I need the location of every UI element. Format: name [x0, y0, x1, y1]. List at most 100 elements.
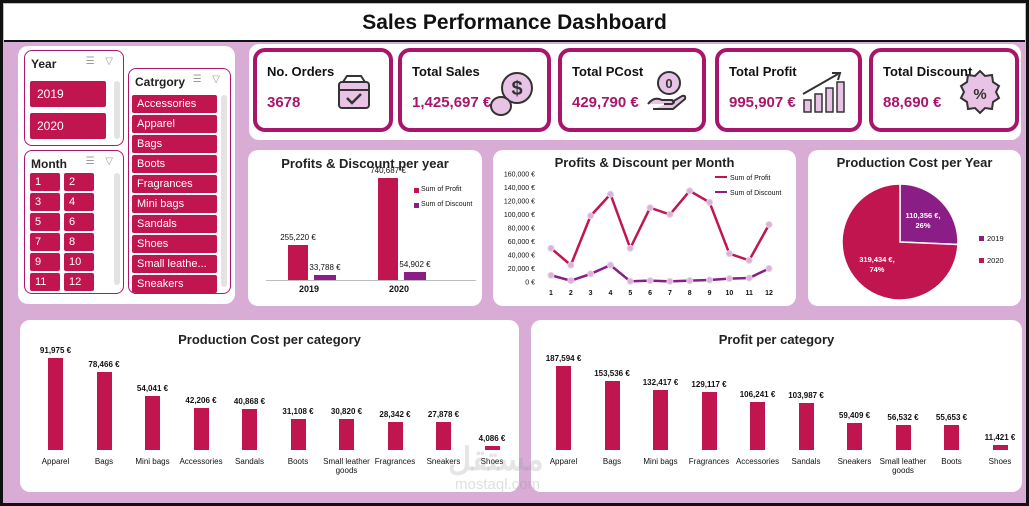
kpi-card: No. Orders 3678	[253, 48, 393, 132]
month-item[interactable]: 11	[30, 273, 60, 291]
chart-title: Production Cost per category	[178, 332, 361, 347]
data-point	[725, 250, 733, 258]
month-scrollbar[interactable]	[114, 173, 120, 285]
data-label: 56,532 €	[887, 412, 919, 422]
pie-chart: 110,356 €,26% 2019 319,434 €,74% 2020	[841, 183, 1004, 301]
category-item[interactable]: Bags	[132, 135, 217, 153]
month-item[interactable]: 3	[30, 193, 60, 211]
data-point	[646, 277, 654, 285]
month-item[interactable]: 1	[30, 173, 60, 191]
kpi-label: Total Profit	[729, 64, 797, 79]
data-point	[567, 261, 575, 269]
category-item[interactable]: Shoes	[132, 235, 217, 253]
production-cost-category-panel: Production Cost per category 91,975 € App…	[20, 320, 519, 492]
data-label: 132,417 €	[642, 378, 679, 388]
category-item[interactable]: Small leathe...	[132, 255, 217, 273]
category-label: Bags	[602, 457, 622, 466]
category-item[interactable]: Apparel	[132, 115, 217, 133]
bar	[48, 358, 63, 450]
month-item[interactable]: 9	[30, 253, 60, 271]
category-label: Sandals	[791, 457, 821, 466]
category-label: Small leather goods	[323, 457, 370, 475]
slicer-panel: Year ☰ ▽ 2019 2020 Month ☰ ▽ 1 2 3 4 5 6 7 8 9 10…	[18, 46, 235, 304]
bar	[387, 421, 403, 450]
kpi-label: Total PCost	[572, 64, 644, 79]
category-item[interactable]: Boots	[132, 155, 217, 173]
bar	[798, 403, 814, 450]
filter-clear-icon[interactable]: ☰ ▽	[85, 156, 117, 167]
data-point	[765, 265, 773, 272]
category-item[interactable]: Sneakers	[132, 275, 217, 293]
bar	[701, 391, 717, 450]
category-item[interactable]: Mini bags	[132, 195, 217, 213]
month-item[interactable]: 5	[30, 213, 60, 231]
month-item[interactable]: 4	[64, 193, 94, 211]
x-tick: 9	[708, 290, 712, 297]
data-label: 27,878 €	[427, 410, 460, 420]
category-scrollbar[interactable]	[221, 95, 227, 287]
kpi-value: 429,790 €	[572, 94, 639, 111]
y-tick: 60,000 €	[508, 239, 535, 246]
data-point	[587, 270, 595, 278]
data-point	[725, 275, 733, 283]
month-item[interactable]: 12	[64, 273, 94, 291]
data-point	[686, 187, 694, 195]
data-label: 54,041 €	[136, 383, 169, 393]
data-point	[666, 277, 674, 285]
x-tick: 4	[609, 290, 613, 297]
kpi-value: 995,907 €	[729, 94, 796, 111]
svg-text:$: $	[511, 78, 522, 100]
month-item[interactable]: 8	[64, 233, 94, 251]
category-label: Shoes	[480, 457, 504, 466]
data-label: 103,987 €	[788, 391, 824, 401]
x-tick: 12	[765, 290, 773, 297]
data-label: 33,788 €	[309, 263, 341, 273]
category-label: Bags	[94, 457, 114, 466]
month-item[interactable]: 7	[30, 233, 60, 251]
year-scrollbar[interactable]	[114, 81, 120, 139]
month-item[interactable]: 2	[64, 173, 94, 191]
data-label: 54,902 €	[399, 260, 431, 270]
data-point	[587, 212, 595, 220]
bar	[288, 244, 308, 280]
year-slicer: Year ☰ ▽ 2019 2020	[24, 50, 124, 146]
category-label: Sneakers	[837, 457, 872, 466]
category-item[interactable]: Fragrances	[132, 175, 217, 193]
category-slicer-title: Catrgory	[135, 75, 186, 89]
slice-label: 110,356 €,	[906, 211, 941, 220]
watermark-arabic: مستقل	[448, 441, 544, 477]
month-item[interactable]: 6	[64, 213, 94, 231]
category-item[interactable]: Sandals	[132, 215, 217, 233]
filter-clear-icon[interactable]: ☰ ▽	[85, 56, 117, 67]
slice-percent: 26%	[916, 221, 931, 230]
year-item[interactable]: 2019	[30, 81, 106, 107]
category-label: Apparel	[41, 457, 70, 466]
legend-entry: Sum of Discount	[421, 201, 473, 208]
y-tick: 160,000 €	[504, 172, 535, 179]
y-tick: 140,000 €	[504, 185, 535, 192]
category-label: Sandals	[235, 457, 264, 466]
y-tick: 80,000 €	[508, 226, 535, 233]
data-point	[765, 221, 773, 229]
slice-label: 319,434 €,	[859, 255, 894, 264]
data-point	[626, 277, 634, 285]
x-tick: 10	[725, 290, 733, 297]
year-item[interactable]: 2020	[30, 113, 106, 139]
data-label: 106,241 €	[739, 390, 776, 400]
hand-coin-icon: 0	[642, 68, 692, 118]
data-point	[606, 190, 614, 198]
discount-badge-icon: %	[955, 68, 1005, 118]
y-tick: 40,000 €	[508, 253, 535, 260]
bar	[145, 395, 160, 450]
filter-clear-icon[interactable]: ☰ ▽	[192, 74, 224, 85]
data-label: 42,206 €	[185, 395, 217, 405]
month-item[interactable]: 10	[64, 253, 94, 271]
pie-slice	[841, 183, 959, 301]
category-item[interactable]: Accessories	[132, 95, 217, 113]
kpi-card: Total Discount 88,690 €%	[869, 48, 1019, 132]
category-label: Apparel	[549, 457, 578, 466]
data-point	[567, 277, 575, 285]
category-label: Mini bags	[135, 457, 170, 466]
bar	[750, 402, 765, 450]
bar	[339, 419, 354, 450]
